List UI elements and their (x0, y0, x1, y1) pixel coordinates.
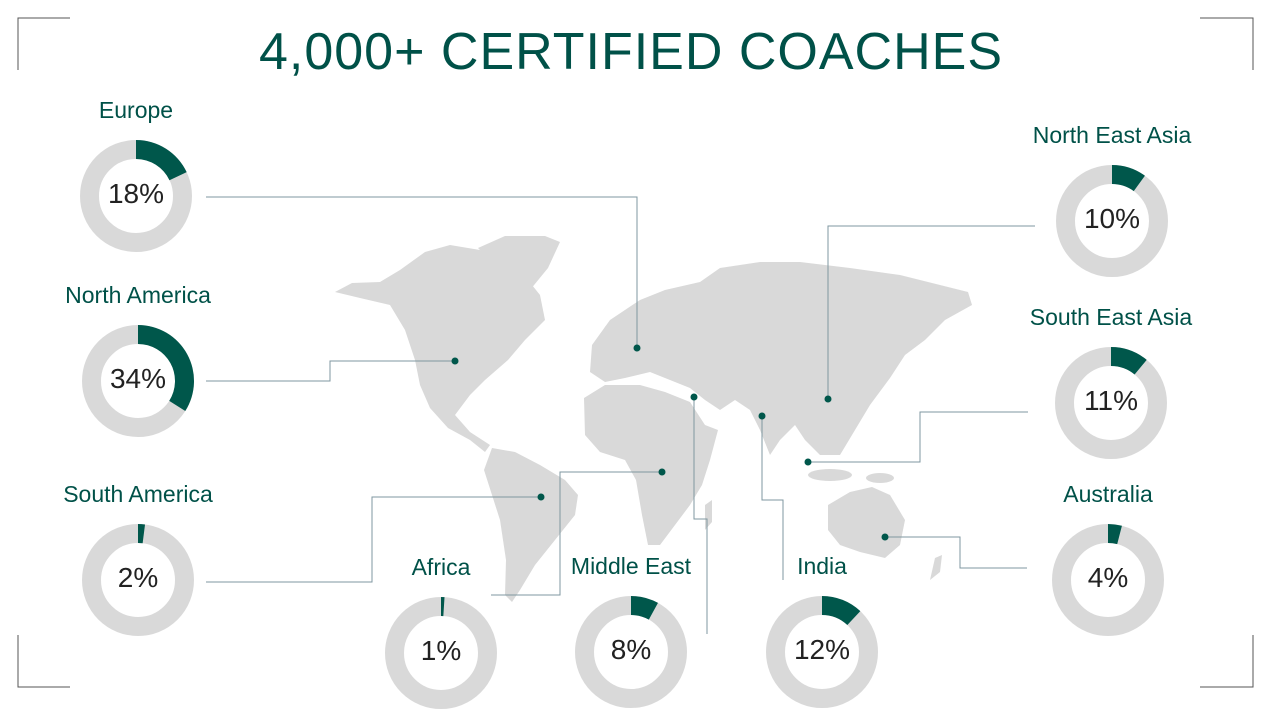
region-label-middle-east: Middle East (570, 553, 692, 579)
donut-segment-south-east-asia (1111, 347, 1147, 375)
percent-label-india: 12% (793, 634, 851, 665)
corner-bracket-top-left (17, 17, 70, 70)
map-new-guinea (866, 473, 894, 483)
region-label-australia: Australia (1063, 481, 1153, 507)
map-new-zealand (930, 555, 942, 580)
map-madagascar (705, 500, 712, 530)
dot-south-america (537, 493, 545, 501)
donut-segment-africa (441, 597, 445, 617)
map-eurasia (590, 262, 972, 455)
dot-india (758, 412, 766, 420)
corner-bracket-top-right (1200, 17, 1254, 70)
connector-europe (206, 196, 638, 348)
dot-africa (658, 468, 666, 476)
region-label-north-america: North America (65, 282, 211, 308)
map-indonesia (808, 469, 852, 481)
location-dots (451, 344, 889, 541)
percent-label-europe: 18% (107, 178, 165, 209)
dot-middle-east (690, 393, 698, 401)
percent-label-south-america: 2% (117, 562, 159, 593)
world-map (335, 236, 972, 602)
percent-label-australia: 4% (1087, 562, 1129, 593)
dot-south-east-asia (804, 458, 812, 466)
region-label-africa: Africa (411, 554, 471, 580)
connector-africa (491, 471, 662, 596)
connector-middle-east (693, 397, 708, 634)
percent-label-africa: 1% (420, 635, 462, 666)
donut-charts (80, 140, 1168, 709)
region-label-india: India (797, 553, 847, 579)
map-south-america (484, 448, 578, 602)
map-north-america (335, 245, 545, 452)
percent-label-north-east-asia: 10% (1083, 203, 1141, 234)
map-africa (584, 385, 718, 545)
region-label-north-east-asia: North East Asia (1032, 122, 1192, 148)
map-greenland (478, 236, 560, 305)
donut-segment-australia (1108, 524, 1122, 545)
corner-bracket-bottom-left (17, 635, 70, 688)
connector-india (761, 416, 784, 580)
connector-north-east-asia (827, 225, 1035, 399)
region-label-europe: Europe (98, 97, 174, 123)
connector-australia (885, 536, 1027, 569)
percent-label-north-america: 34% (109, 363, 167, 394)
donut-segment-middle-east (631, 596, 658, 620)
region-label-south-america: South America (63, 481, 213, 507)
connector-south-east-asia (808, 411, 1028, 463)
percent-label-south-east-asia: 11% (1084, 385, 1138, 416)
map-japan (875, 352, 885, 388)
corner-brackets (17, 17, 1254, 688)
donut-segment-north-east-asia (1112, 165, 1145, 192)
region-label-south-east-asia: South East Asia (1029, 304, 1193, 330)
percent-label-middle-east: 8% (610, 634, 652, 665)
dot-europe (633, 344, 641, 352)
dot-australia (881, 533, 889, 541)
donut-segment-india (822, 596, 861, 626)
corner-bracket-bottom-right (1200, 635, 1254, 688)
donut-segment-europe (136, 140, 187, 181)
connector-south-america (206, 496, 541, 583)
connector-north-america (206, 360, 455, 382)
donut-segment-north-america (138, 325, 194, 412)
page-title: 4,000+ CERTIFIED COACHES (258, 23, 1004, 81)
donut-segment-south-america (138, 524, 146, 544)
map-uk (603, 325, 613, 345)
map-australia (828, 487, 905, 558)
dot-north-america (451, 357, 459, 365)
connectors (206, 196, 1035, 634)
dot-north-east-asia (824, 395, 832, 403)
